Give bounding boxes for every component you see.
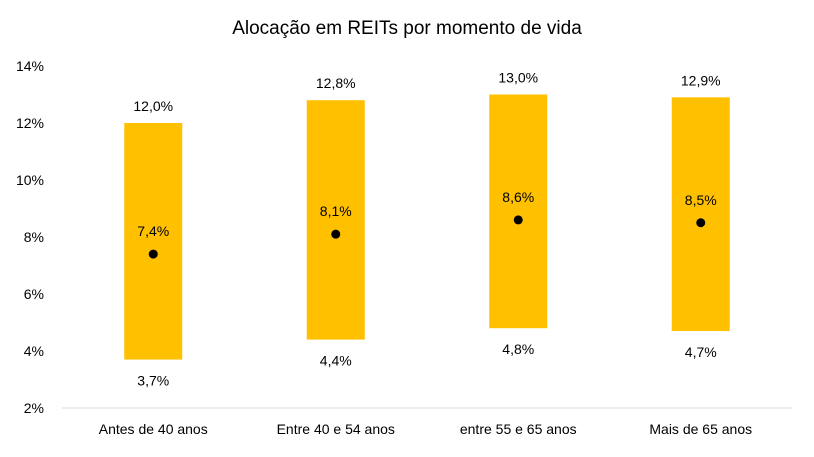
y-tick-label: 14%	[16, 58, 44, 74]
low-value-label: 4,8%	[502, 341, 534, 357]
y-tick-label: 10%	[16, 172, 44, 188]
y-tick-label: 4%	[24, 343, 44, 359]
x-tick-label: Antes de 40 anos	[99, 421, 208, 437]
range-bar	[671, 97, 730, 332]
y-tick-label: 2%	[24, 400, 44, 416]
median-marker	[696, 218, 706, 228]
high-value-label: 13,0%	[498, 70, 538, 86]
median-value-label: 8,5%	[685, 192, 717, 208]
median-markers	[148, 215, 706, 259]
high-value-label: 12,8%	[316, 75, 356, 91]
low-value-label: 3,7%	[137, 373, 169, 389]
x-tick-label: entre 55 e 65 anos	[460, 421, 577, 437]
y-tick-label: 6%	[24, 286, 44, 302]
median-marker	[148, 249, 158, 259]
y-tick-label: 12%	[16, 115, 44, 131]
chart-title: Alocação em REITs por momento de vida	[232, 18, 582, 39]
median-value-label: 8,6%	[502, 189, 534, 205]
range-bar	[124, 123, 183, 360]
high-value-label: 12,0%	[133, 98, 173, 114]
median-marker	[331, 229, 341, 239]
median-value-label: 7,4%	[137, 223, 169, 239]
x-tick-label: Entre 40 e 54 anos	[277, 421, 395, 437]
range-bar	[489, 94, 548, 329]
range-bars	[124, 94, 730, 360]
x-tick-label: Mais de 65 anos	[649, 421, 752, 437]
y-axis-ticks: 2% 4% 6% 8% 10% 12% 14%	[16, 58, 44, 416]
median-value-label: 8,1%	[320, 203, 352, 219]
high-value-label: 12,9%	[681, 72, 721, 88]
low-value-label: 4,4%	[320, 353, 352, 369]
x-axis-ticks: Antes de 40 anos Entre 40 e 54 anos entre …	[99, 421, 752, 437]
y-tick-label: 8%	[24, 229, 44, 245]
range-bar	[306, 100, 365, 340]
low-value-label: 4,7%	[685, 344, 717, 360]
median-marker	[513, 215, 523, 225]
data-labels: 12,0% 3,7% 7,4% 12,8% 4,4% 8,1% 13,0% 4,8% 8,6% 1…	[133, 70, 720, 389]
